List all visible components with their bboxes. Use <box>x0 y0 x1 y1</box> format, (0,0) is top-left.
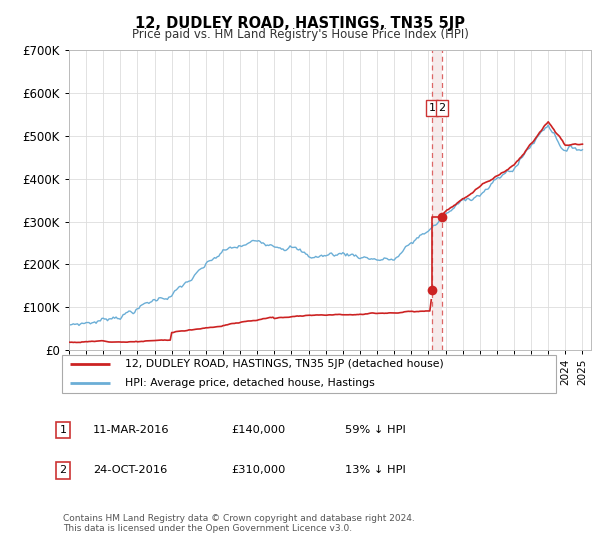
FancyBboxPatch shape <box>62 355 556 393</box>
Text: £310,000: £310,000 <box>231 465 286 475</box>
Text: 11-MAR-2016: 11-MAR-2016 <box>93 425 170 435</box>
Text: 1: 1 <box>428 103 436 113</box>
Text: 2: 2 <box>439 103 445 113</box>
Text: Contains HM Land Registry data © Crown copyright and database right 2024.
This d: Contains HM Land Registry data © Crown c… <box>63 514 415 534</box>
Text: 1: 1 <box>59 425 67 435</box>
Bar <box>431 50 442 350</box>
Text: 12, DUDLEY ROAD, HASTINGS, TN35 5JP: 12, DUDLEY ROAD, HASTINGS, TN35 5JP <box>135 16 465 31</box>
Text: HPI: Average price, detached house, Hastings: HPI: Average price, detached house, Hast… <box>125 379 374 389</box>
Text: 59% ↓ HPI: 59% ↓ HPI <box>345 425 406 435</box>
Text: 2: 2 <box>59 465 67 475</box>
Text: 12, DUDLEY ROAD, HASTINGS, TN35 5JP (detached house): 12, DUDLEY ROAD, HASTINGS, TN35 5JP (det… <box>125 359 443 369</box>
Text: 24-OCT-2016: 24-OCT-2016 <box>93 465 167 475</box>
Text: £140,000: £140,000 <box>231 425 285 435</box>
Text: Price paid vs. HM Land Registry's House Price Index (HPI): Price paid vs. HM Land Registry's House … <box>131 28 469 41</box>
Text: 13% ↓ HPI: 13% ↓ HPI <box>345 465 406 475</box>
